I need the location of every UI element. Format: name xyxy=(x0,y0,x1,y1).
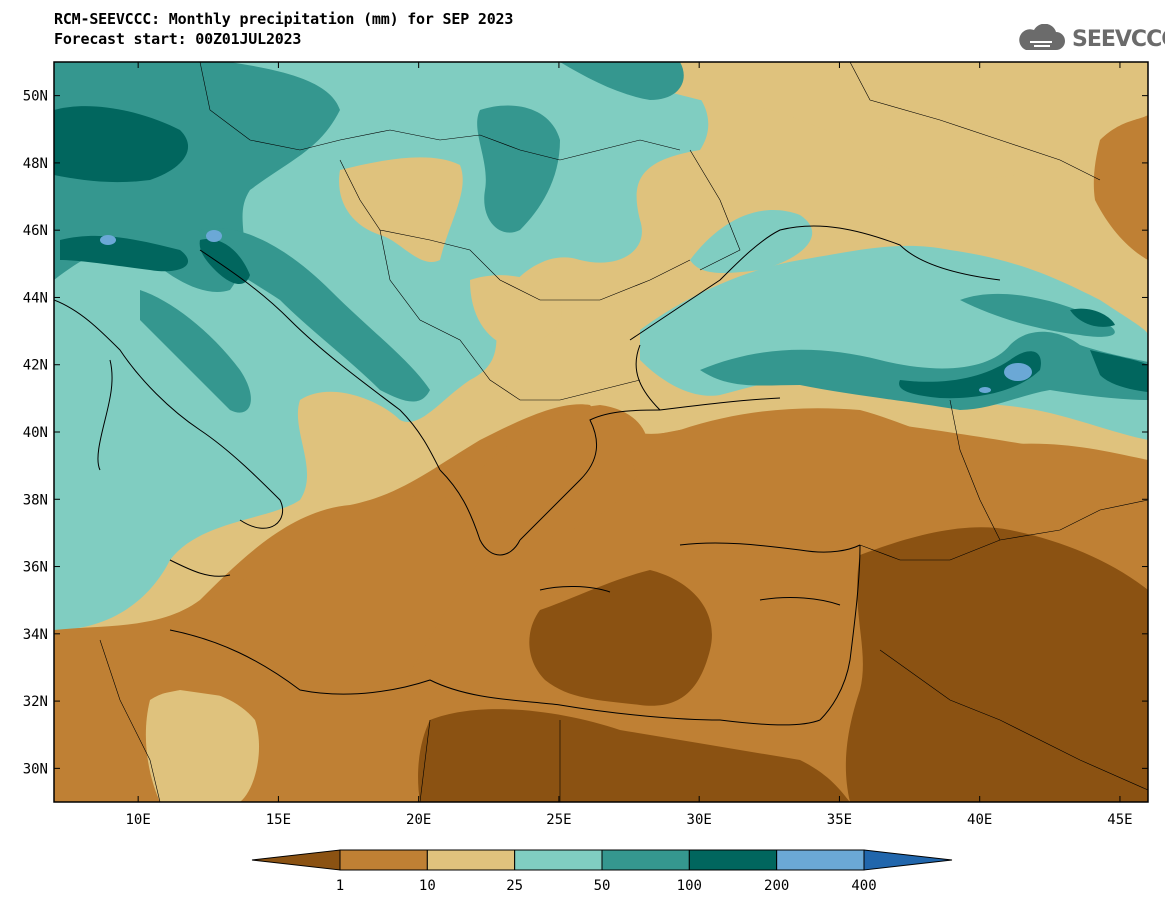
colorbar-label: 100 xyxy=(677,878,702,894)
colorbar-label: 200 xyxy=(764,878,789,894)
lat-tick-label: 36N xyxy=(23,560,48,576)
lon-tick-label: 25E xyxy=(546,812,571,828)
colorbar-swatch xyxy=(426,849,516,871)
lat-tick-label: 46N xyxy=(23,223,48,239)
lon-tick-label: 35E xyxy=(827,812,852,828)
map-title: RCM-SEEVCCC: Monthly precipitation (mm) … xyxy=(54,10,514,28)
lon-tick-label: 40E xyxy=(967,812,992,828)
lat-tick-label: 48N xyxy=(23,156,48,172)
country-borders xyxy=(99,62,1148,802)
colorbar-swatch xyxy=(776,849,865,871)
colorbar-swatch xyxy=(688,849,778,871)
colorbar-high-extend xyxy=(863,849,953,871)
lat-tick-label: 30N xyxy=(23,761,48,777)
lat-tick-label: 40N xyxy=(23,425,48,441)
colorbar-swatch xyxy=(601,849,690,871)
lat-tick-label: 42N xyxy=(23,358,48,374)
lon-tick-label: 45E xyxy=(1107,812,1132,828)
colorbar-label: 50 xyxy=(594,878,611,894)
lat-tick-label: 50N xyxy=(23,89,48,105)
lon-tick-label: 10E xyxy=(126,812,151,828)
seevccc-logo: SEEVCCC xyxy=(1016,22,1165,56)
colorbar-label: 10 xyxy=(419,878,436,894)
lat-tick-label: 34N xyxy=(23,627,48,643)
colorbar-swatch xyxy=(514,849,603,871)
colorbar-label: 1 xyxy=(336,878,344,894)
forecast-start-subtitle: Forecast start: 00Z01JUL2023 xyxy=(54,30,302,48)
colorbar-low-extend xyxy=(251,849,341,871)
colorbar-swatch xyxy=(339,849,428,871)
lon-tick-label: 15E xyxy=(266,812,291,828)
lat-tick-label: 38N xyxy=(23,492,48,508)
colorbar-label: 25 xyxy=(506,878,523,894)
map-frame xyxy=(53,61,1149,803)
lat-tick-label: 32N xyxy=(23,694,48,710)
lon-tick-label: 20E xyxy=(406,812,431,828)
colorbar: 1 10 25 50 100 200 400 xyxy=(251,849,953,894)
axis-ticks: 30N 32N 34N 36N 38N 40N 42N 44N 46N 48N 50N 10E 15E 2… xyxy=(23,62,1148,828)
cloud-logo-icon xyxy=(1019,24,1065,50)
colorbar-label: 400 xyxy=(851,878,876,894)
precipitation-field xyxy=(54,62,1148,802)
lon-tick-label: 30E xyxy=(687,812,712,828)
lat-tick-label: 44N xyxy=(23,290,48,306)
logo-text: SEEVCCC xyxy=(1072,26,1165,52)
coastlines xyxy=(54,225,1001,726)
